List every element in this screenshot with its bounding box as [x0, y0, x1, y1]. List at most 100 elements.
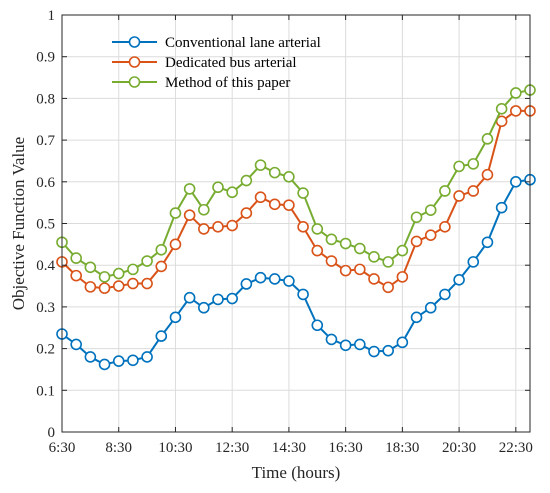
data-point: [198, 203, 210, 216]
legend-label: Dedicated bus arterial: [165, 55, 297, 71]
data-point: [368, 273, 380, 285]
data-point: [510, 87, 522, 99]
y-tick-label: 0.7: [36, 133, 55, 149]
y-axis-label: Objective Function Value: [9, 137, 28, 310]
data-point: [98, 271, 111, 283]
data-point: [467, 256, 480, 268]
data-point: [439, 288, 451, 301]
x-tick-label: 8:30: [105, 440, 132, 456]
data-point: [481, 168, 494, 181]
data-point: [311, 223, 324, 235]
data-point: [198, 223, 210, 235]
data-point: [240, 174, 253, 187]
data-point: [354, 263, 366, 276]
data-point: [240, 207, 253, 219]
data-point: [226, 219, 238, 232]
data-point: [155, 243, 168, 256]
data-point: [382, 256, 394, 268]
data-point: [453, 273, 465, 286]
data-point: [112, 280, 125, 292]
data-point: [254, 191, 267, 204]
data-point: [155, 260, 168, 273]
data-point: [70, 269, 82, 282]
data-point: [481, 133, 494, 145]
data-point: [368, 251, 380, 263]
series-2: [56, 105, 536, 294]
data-point: [382, 281, 394, 294]
data-point: [410, 311, 423, 324]
data-point: [410, 211, 423, 224]
data-point: [339, 237, 352, 250]
data-point: [396, 336, 409, 349]
data-point: [169, 311, 182, 324]
data-point: [141, 351, 153, 363]
legend-label: Method of this paper: [165, 75, 290, 91]
data-point: [439, 221, 451, 233]
data-point: [424, 204, 437, 216]
data-point: [70, 338, 82, 351]
x-tick-label: 16:30: [329, 440, 363, 456]
data-point: [283, 275, 295, 287]
data-point: [495, 201, 508, 214]
data-point: [268, 198, 281, 211]
x-axis-label: Time (hours): [252, 463, 341, 482]
tick-labels: 00.10.20.30.40.50.60.70.80.916:30 8:30 10:…: [36, 8, 533, 456]
data-point: [127, 354, 139, 367]
data-point: [396, 244, 409, 257]
y-tick-label: 0: [48, 425, 56, 441]
data-point: [268, 166, 281, 179]
data-point: [112, 355, 125, 367]
data-point: [212, 293, 224, 306]
data-point: [183, 291, 196, 304]
data-point: [254, 159, 267, 171]
data-point: [226, 292, 238, 305]
data-point: [84, 281, 97, 293]
data-point: [212, 221, 224, 233]
x-tick-label: 18:30: [385, 440, 419, 456]
data-point: [268, 273, 281, 285]
data-point: [297, 187, 309, 199]
data-point: [339, 339, 352, 352]
series-line: [61, 178, 531, 366]
data-point: [183, 183, 196, 195]
ticks: [61, 14, 530, 433]
data-point: [98, 358, 111, 371]
data-point: [283, 170, 295, 183]
y-tick-label: 0.6: [36, 175, 55, 191]
legend: Conventional lane arterial Dedicated bus …: [112, 35, 321, 91]
data-point: [510, 105, 522, 117]
data-point: [467, 185, 480, 197]
x-tick-label: 14:30: [272, 440, 306, 456]
data-point: [226, 186, 238, 199]
legend-entry: Dedicated bus arterial: [112, 55, 297, 71]
data-point: [354, 242, 366, 255]
data-point: [311, 244, 324, 257]
data-point: [325, 255, 338, 267]
series-1: [56, 173, 536, 371]
data-point: [510, 176, 522, 188]
legend-entry: Conventional lane arterial: [112, 35, 321, 51]
y-tick-label: 0.4: [36, 258, 55, 274]
y-tick-label: 0.1: [36, 383, 55, 399]
data-point: [424, 301, 437, 314]
data-point: [339, 264, 352, 277]
data-point: [297, 288, 309, 301]
y-tick-label: 0.9: [36, 50, 55, 66]
x-tick-label: 12:30: [215, 440, 249, 456]
data-point: [240, 278, 253, 290]
data-point: [311, 319, 324, 332]
x-tick-label: 20:30: [442, 440, 476, 456]
data-point: [495, 103, 508, 115]
data-point: [354, 338, 366, 351]
series-3: [56, 84, 536, 283]
data-point: [141, 255, 153, 267]
x-tick-label: 10:30: [158, 440, 192, 456]
data-point: [155, 330, 168, 342]
data-point: [453, 160, 465, 173]
y-tick-label: 0.8: [36, 91, 55, 107]
data-point: [84, 351, 97, 363]
data-point: [70, 252, 82, 264]
data-point: [254, 271, 267, 284]
